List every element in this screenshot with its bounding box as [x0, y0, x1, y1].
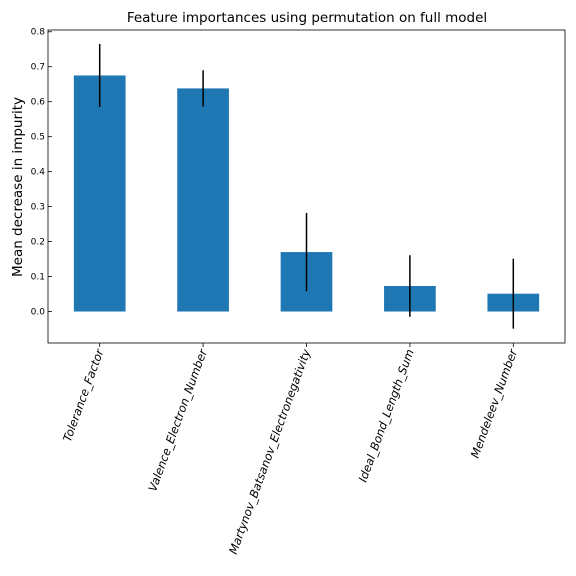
y-tick-label: 0.6: [31, 98, 46, 108]
x-tick-label: Martynov_Batsanov_Electronegativity: [226, 347, 313, 556]
y-axis-label: Mean decrease in impurity: [10, 97, 26, 277]
plot-area: 0.0 0.1 0.2 0.3 0.4 0.5 0.6 0.7 0.8 Tolerance_Fac…: [31, 28, 566, 556]
x-tick-label: Ideal_Bond_Length_Sum: [356, 347, 417, 484]
x-tick-label: Tolerance_Factor: [60, 346, 107, 443]
bar: [177, 88, 229, 312]
y-tick-label: 0.2: [31, 238, 45, 248]
y-tick-label: 0.4: [31, 168, 46, 178]
y-tick-label: 0.0: [31, 308, 46, 318]
y-tick-label: 0.8: [31, 28, 46, 38]
chart-title: Feature importances using permutation on…: [127, 10, 487, 26]
y-tick-label: 0.7: [31, 63, 45, 73]
bar: [73, 75, 126, 312]
y-tick-label: 0.5: [31, 133, 45, 143]
y-tick-label: 0.3: [31, 203, 45, 213]
x-tick-label: Mendeleev_Number: [468, 346, 521, 460]
x-tick-label: Valence_Electron_Number: [145, 346, 210, 493]
y-tick-label: 0.1: [31, 273, 45, 283]
